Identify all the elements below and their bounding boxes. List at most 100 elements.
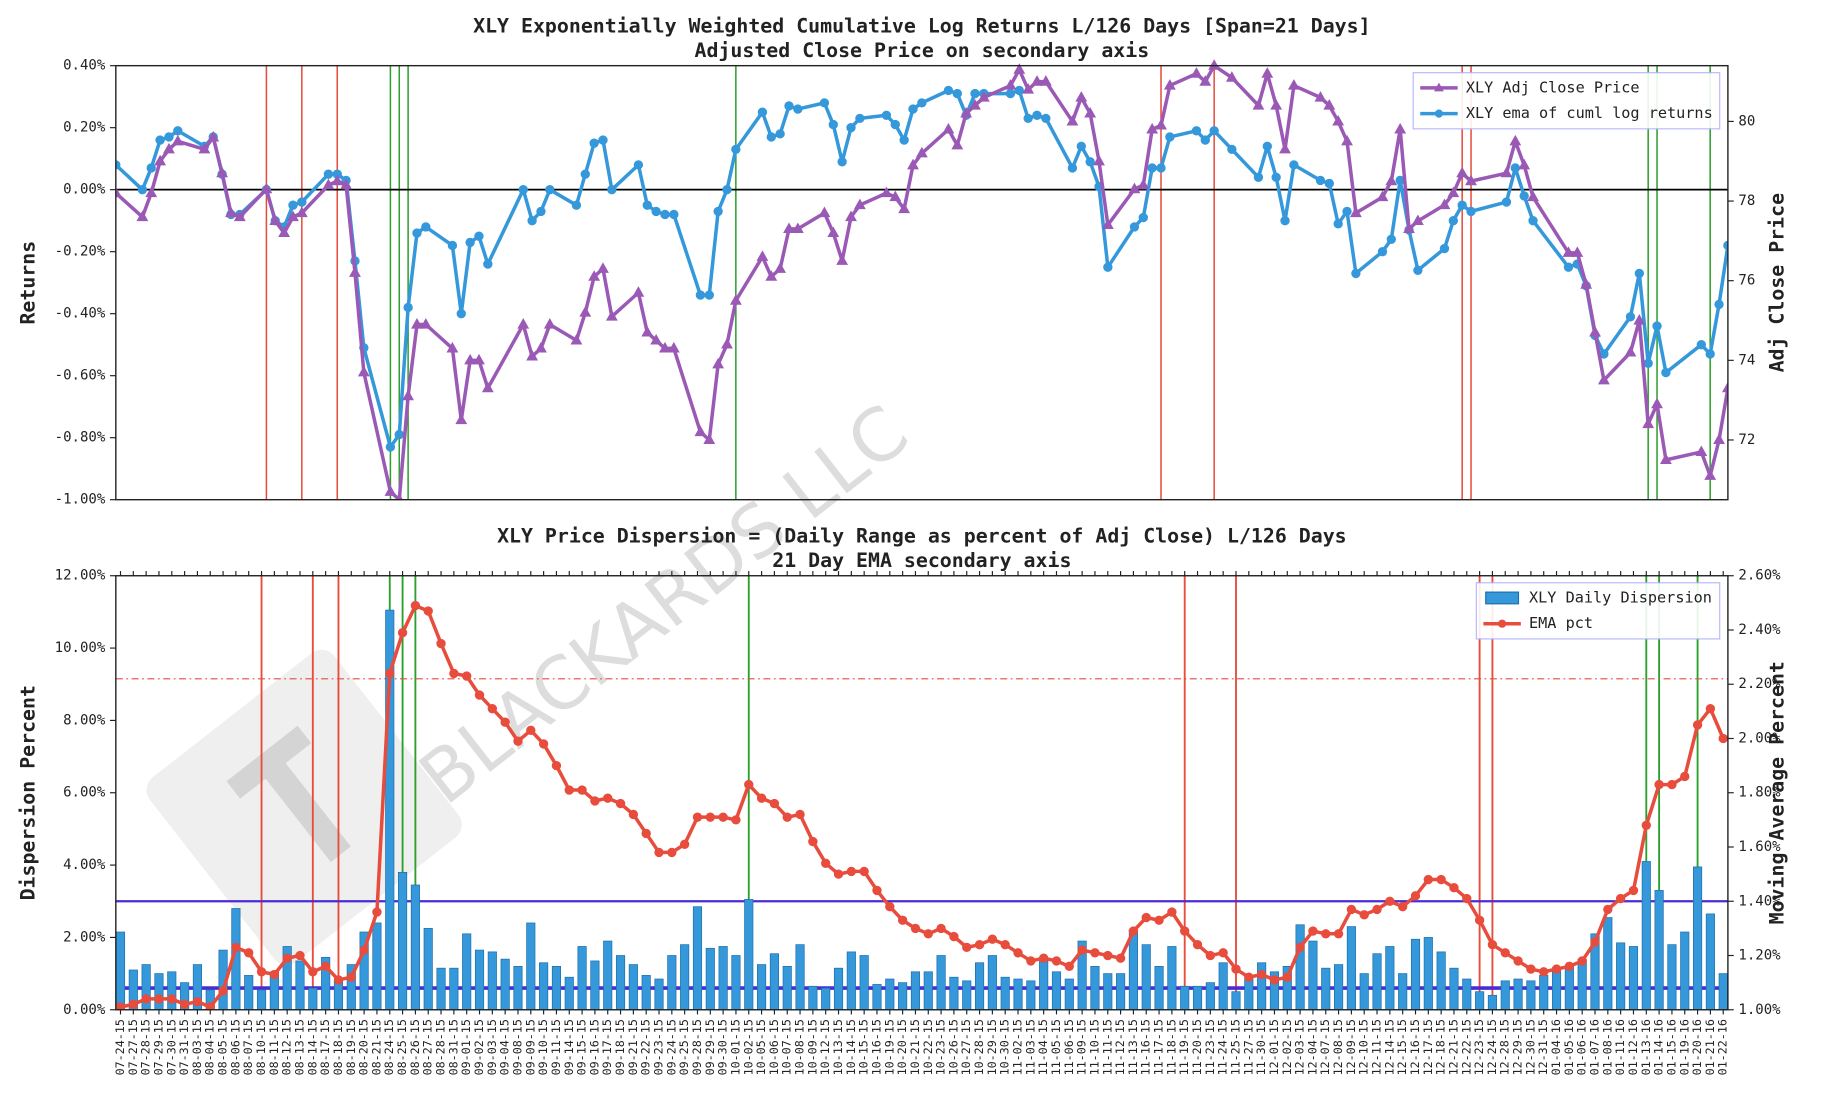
x-tick-label: 01-21-16: [1703, 1019, 1717, 1075]
point: [402, 389, 415, 401]
y-tick-label: 2.00%: [63, 929, 106, 945]
point: [1085, 157, 1095, 167]
legend-label: XLY Daily Dispersion: [1529, 588, 1712, 606]
x-tick-label: 07-29-15: [151, 1019, 165, 1075]
y-tick-label: 4.00%: [63, 857, 106, 873]
point: [295, 206, 308, 218]
point: [833, 869, 844, 879]
point: [885, 901, 895, 912]
bar: [1539, 975, 1549, 1010]
point: [949, 931, 959, 942]
point: [1397, 901, 1408, 912]
point: [704, 290, 714, 300]
bar: [398, 871, 408, 1010]
point: [1004, 79, 1017, 90]
point: [225, 206, 237, 218]
point: [1518, 158, 1531, 170]
point: [808, 836, 818, 847]
point: [571, 200, 582, 210]
point: [1641, 820, 1651, 830]
x-tick-label: 10-20-15: [895, 1019, 909, 1075]
point: [1438, 198, 1451, 210]
bar: [987, 955, 997, 1010]
point: [464, 353, 477, 365]
point: [960, 106, 973, 118]
bar: [1513, 978, 1523, 1010]
point: [775, 129, 785, 139]
legend-box: [1412, 72, 1721, 130]
point: [1385, 174, 1398, 186]
x-tick-label: 11-10-15: [1087, 1019, 1101, 1075]
point: [1465, 174, 1477, 186]
point: [1436, 874, 1446, 885]
x-tick-label: 10-08-15: [793, 1019, 807, 1075]
point: [288, 200, 298, 210]
x-tick-label: 08-20-15: [357, 1019, 371, 1075]
x-tick-label: 01-11-16: [1613, 1019, 1627, 1075]
point: [962, 942, 972, 953]
point: [1128, 182, 1141, 194]
point: [1156, 163, 1166, 173]
point: [897, 915, 908, 925]
x-tick-label: 12-17-15: [1421, 1019, 1435, 1075]
point: [756, 250, 769, 261]
x-tick-label: 08-10-15: [254, 1019, 268, 1075]
x-tick-label: 08-17-15: [318, 1019, 332, 1075]
point: [603, 793, 613, 803]
bar: [910, 971, 921, 1010]
bar: [551, 966, 562, 1010]
x-tick-label: 10-01-15: [728, 1019, 742, 1075]
point: [1466, 206, 1476, 217]
point: [1589, 325, 1601, 337]
point: [1315, 175, 1326, 186]
point: [447, 240, 458, 251]
point: [936, 923, 946, 934]
point: [1526, 964, 1536, 974]
point: [1718, 733, 1728, 744]
point: [179, 999, 190, 1010]
point: [385, 442, 396, 452]
bar: [923, 971, 933, 1010]
x-tick-label: 12-07-15: [1318, 1019, 1332, 1075]
point: [642, 200, 652, 210]
point: [1227, 144, 1237, 155]
point: [1386, 234, 1396, 244]
point: [889, 190, 902, 202]
bar: [846, 951, 856, 1010]
x-tick-label: 12-04-15: [1305, 1019, 1319, 1075]
x-tick-label: 11-30-15: [1254, 1019, 1268, 1075]
point: [395, 493, 403, 500]
point: [1527, 190, 1539, 202]
point: [1253, 172, 1264, 182]
point: [1705, 703, 1716, 714]
bar: [1180, 985, 1190, 1010]
point: [141, 994, 151, 1004]
bar: [1705, 913, 1715, 1010]
point: [1138, 212, 1148, 223]
point: [846, 866, 857, 877]
point: [1023, 113, 1033, 124]
bar: [795, 944, 805, 1010]
point: [295, 950, 305, 961]
x-tick-label: 08-18-15: [331, 1019, 345, 1075]
point: [340, 178, 353, 190]
x-tick-label: 09-28-15: [690, 1019, 704, 1075]
point: [1449, 883, 1459, 893]
point: [449, 668, 459, 679]
point: [837, 157, 847, 167]
bar: [1423, 937, 1433, 1010]
x-tick-label: 08-05-15: [216, 1019, 230, 1075]
point: [1261, 67, 1274, 78]
point: [446, 341, 459, 353]
point: [1324, 178, 1334, 189]
point: [1346, 904, 1357, 915]
point: [1659, 453, 1672, 464]
bar: [1475, 991, 1485, 1010]
point: [1634, 268, 1645, 279]
legend-label: EMA pct: [1529, 614, 1593, 632]
point: [500, 717, 510, 727]
x-tick-label: 09-10-15: [536, 1019, 550, 1075]
bar: [872, 984, 882, 1010]
x-tick-label: 07-30-15: [164, 1019, 178, 1075]
x-tick-label: 12-16-15: [1408, 1019, 1422, 1075]
